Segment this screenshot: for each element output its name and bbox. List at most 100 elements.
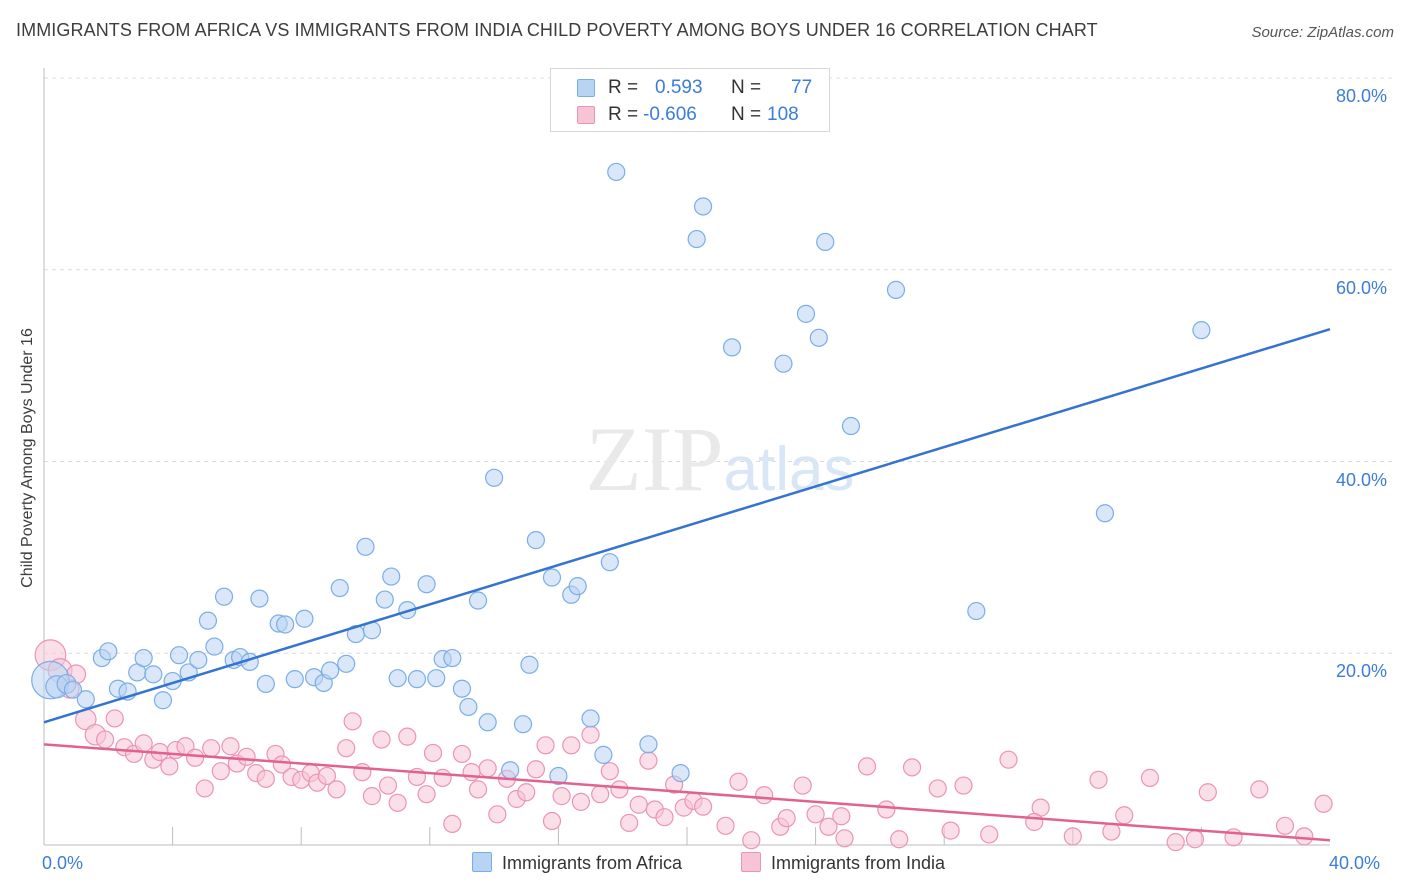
africa-point xyxy=(356,537,375,556)
legend-label-india: Immigrants from India xyxy=(771,853,946,873)
n-value-india: 108 xyxy=(767,104,799,125)
india-point xyxy=(362,787,382,806)
india-point xyxy=(237,747,256,766)
series-legend: Immigrants from Africa Immigrants from I… xyxy=(0,852,1406,878)
africa-point xyxy=(169,646,189,665)
africa-point xyxy=(285,670,304,689)
india-point xyxy=(571,792,591,811)
africa-point xyxy=(375,590,394,609)
africa-point xyxy=(568,577,587,596)
x-tick-label-min: 0.0% xyxy=(42,853,84,873)
india-point xyxy=(806,805,825,824)
n-value-africa: 77 xyxy=(791,77,813,98)
r-label: R = xyxy=(608,104,639,125)
india-point xyxy=(221,737,240,756)
africa-point xyxy=(427,669,446,688)
africa-point xyxy=(841,416,861,436)
stats-legend: R = 0.593 N = 77 R = -0.606 N = 108 xyxy=(550,68,830,132)
india-point xyxy=(629,795,648,814)
india-point xyxy=(777,809,796,828)
india-point xyxy=(954,776,973,795)
india-point xyxy=(452,744,472,764)
watermark-atlas: atlas xyxy=(724,435,855,504)
africa-point xyxy=(250,589,269,608)
africa-point xyxy=(452,679,472,698)
africa-point xyxy=(816,232,835,252)
legend-swatch-africa xyxy=(577,79,595,97)
africa-point xyxy=(330,578,349,598)
india-point xyxy=(211,762,230,781)
india-point xyxy=(552,787,571,806)
india-point xyxy=(716,816,735,835)
africa-point xyxy=(256,674,275,694)
africa-point xyxy=(526,531,545,550)
india-point xyxy=(890,830,909,849)
india-point xyxy=(819,817,838,836)
india-point xyxy=(1314,794,1333,813)
india-point xyxy=(1185,830,1205,849)
africa-point xyxy=(722,338,742,357)
india-point xyxy=(793,776,812,795)
legend-row-africa: R = 0.593 N = 77 xyxy=(551,74,829,101)
africa-point xyxy=(549,766,568,786)
x-tick-label-max: 40.0% xyxy=(1329,853,1381,873)
india-point xyxy=(610,780,629,799)
india-point xyxy=(902,758,922,777)
india-point xyxy=(1295,827,1314,846)
africa-point xyxy=(478,713,497,732)
grid-lines xyxy=(44,77,1395,654)
trend-lines xyxy=(43,327,1331,842)
africa-point xyxy=(607,162,626,182)
africa-point xyxy=(1192,321,1211,340)
legend-row-india: R = -0.606 N = 108 xyxy=(551,101,829,128)
axes xyxy=(43,68,1330,846)
india-point xyxy=(832,807,851,826)
india-point xyxy=(1115,806,1134,825)
india-point xyxy=(1063,827,1082,846)
india-point xyxy=(468,780,488,799)
africa-point xyxy=(542,568,562,587)
india-point xyxy=(999,750,1018,769)
india-point xyxy=(202,739,221,758)
legend-item-africa: Immigrants from Africa xyxy=(472,852,682,874)
legend-swatch-india xyxy=(741,852,761,872)
africa-point xyxy=(214,587,234,606)
africa-point xyxy=(388,669,407,688)
india-point xyxy=(378,776,398,795)
india-point xyxy=(327,780,346,799)
india-point xyxy=(1198,783,1217,802)
africa-point xyxy=(886,280,906,299)
africa-point xyxy=(205,637,224,656)
africa-point xyxy=(382,567,401,586)
africa-point xyxy=(774,354,793,373)
y-tick-label: 80.0% xyxy=(1336,86,1388,106)
trend-line-india xyxy=(43,743,1331,842)
y-tick-label: 40.0% xyxy=(1336,469,1388,490)
india-point xyxy=(433,768,452,787)
india-point xyxy=(1275,816,1295,835)
india-point xyxy=(272,755,292,774)
india-point xyxy=(372,730,391,749)
india-point xyxy=(655,808,674,827)
india-point xyxy=(317,766,337,786)
africa-point xyxy=(63,680,83,699)
africa-point xyxy=(198,611,218,630)
india-point xyxy=(517,783,536,802)
africa-point xyxy=(687,229,706,249)
india-point xyxy=(343,712,362,731)
india-point xyxy=(337,739,356,758)
india-point xyxy=(742,831,761,850)
india-point xyxy=(353,763,372,782)
india-point xyxy=(600,762,619,781)
india-point xyxy=(1025,812,1044,832)
india-point xyxy=(443,814,462,834)
india-point xyxy=(186,748,205,767)
watermark-zip: ZIP xyxy=(586,408,724,510)
africa-point xyxy=(276,615,295,634)
india-point xyxy=(398,727,417,746)
india-point xyxy=(928,779,947,798)
legend-item-india: Immigrants from India xyxy=(741,852,945,874)
india-point xyxy=(877,800,896,819)
india-point xyxy=(526,760,545,779)
